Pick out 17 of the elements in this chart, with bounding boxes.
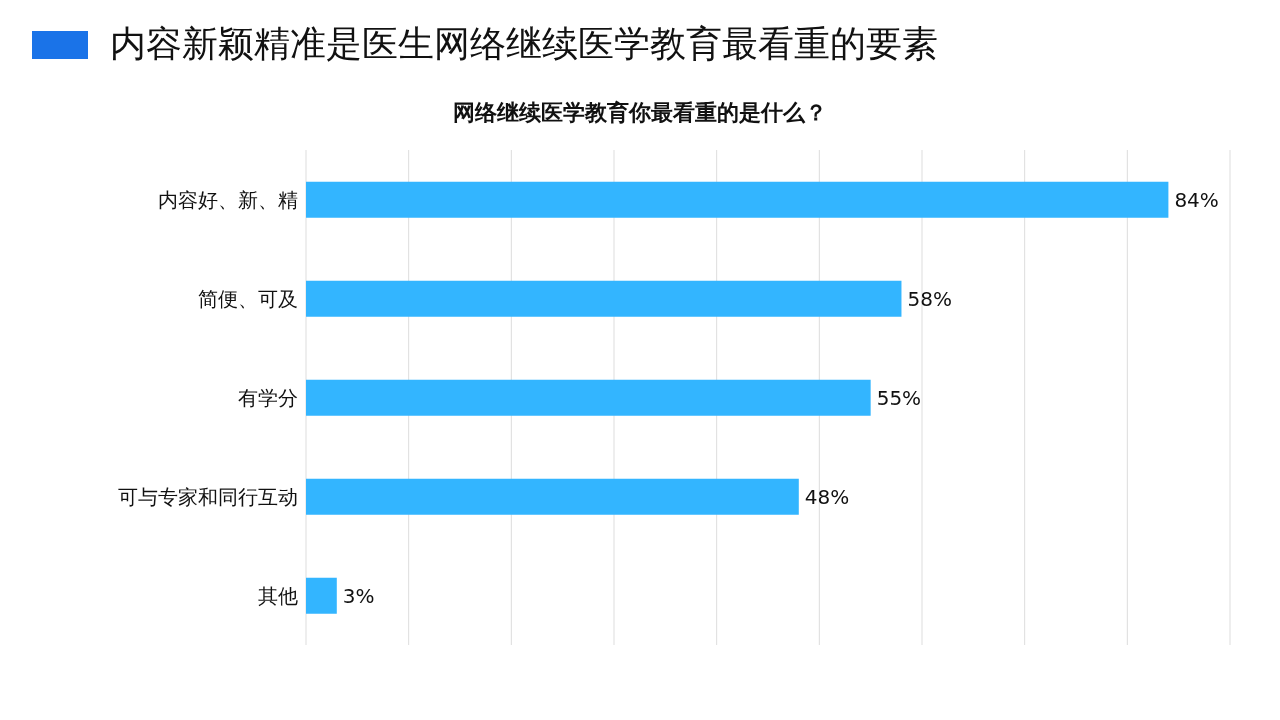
bar — [306, 478, 799, 515]
bar — [306, 577, 337, 614]
data-label: 3% — [342, 583, 375, 608]
y-tick-label: 其他 — [258, 583, 298, 608]
bar — [306, 280, 902, 317]
y-tick-label: 内容好、新、精 — [158, 187, 298, 212]
data-label: 55% — [876, 385, 922, 410]
y-tick-label: 可与专家和同行互动 — [118, 484, 298, 509]
chart-subtitle: 网络继续医学教育你最看重的是什么？ — [452, 99, 828, 127]
bar — [306, 379, 871, 416]
data-label: 48% — [804, 484, 850, 509]
bar — [306, 181, 1169, 218]
y-tick-label: 简便、可及 — [198, 286, 298, 311]
chart-title: 内容新颖精准是医生网络继续医学教育最看重的要素 — [110, 22, 938, 66]
y-tick-label: 有学分 — [238, 385, 298, 410]
data-label: 58% — [907, 286, 952, 311]
data-label: 84% — [1174, 187, 1219, 212]
